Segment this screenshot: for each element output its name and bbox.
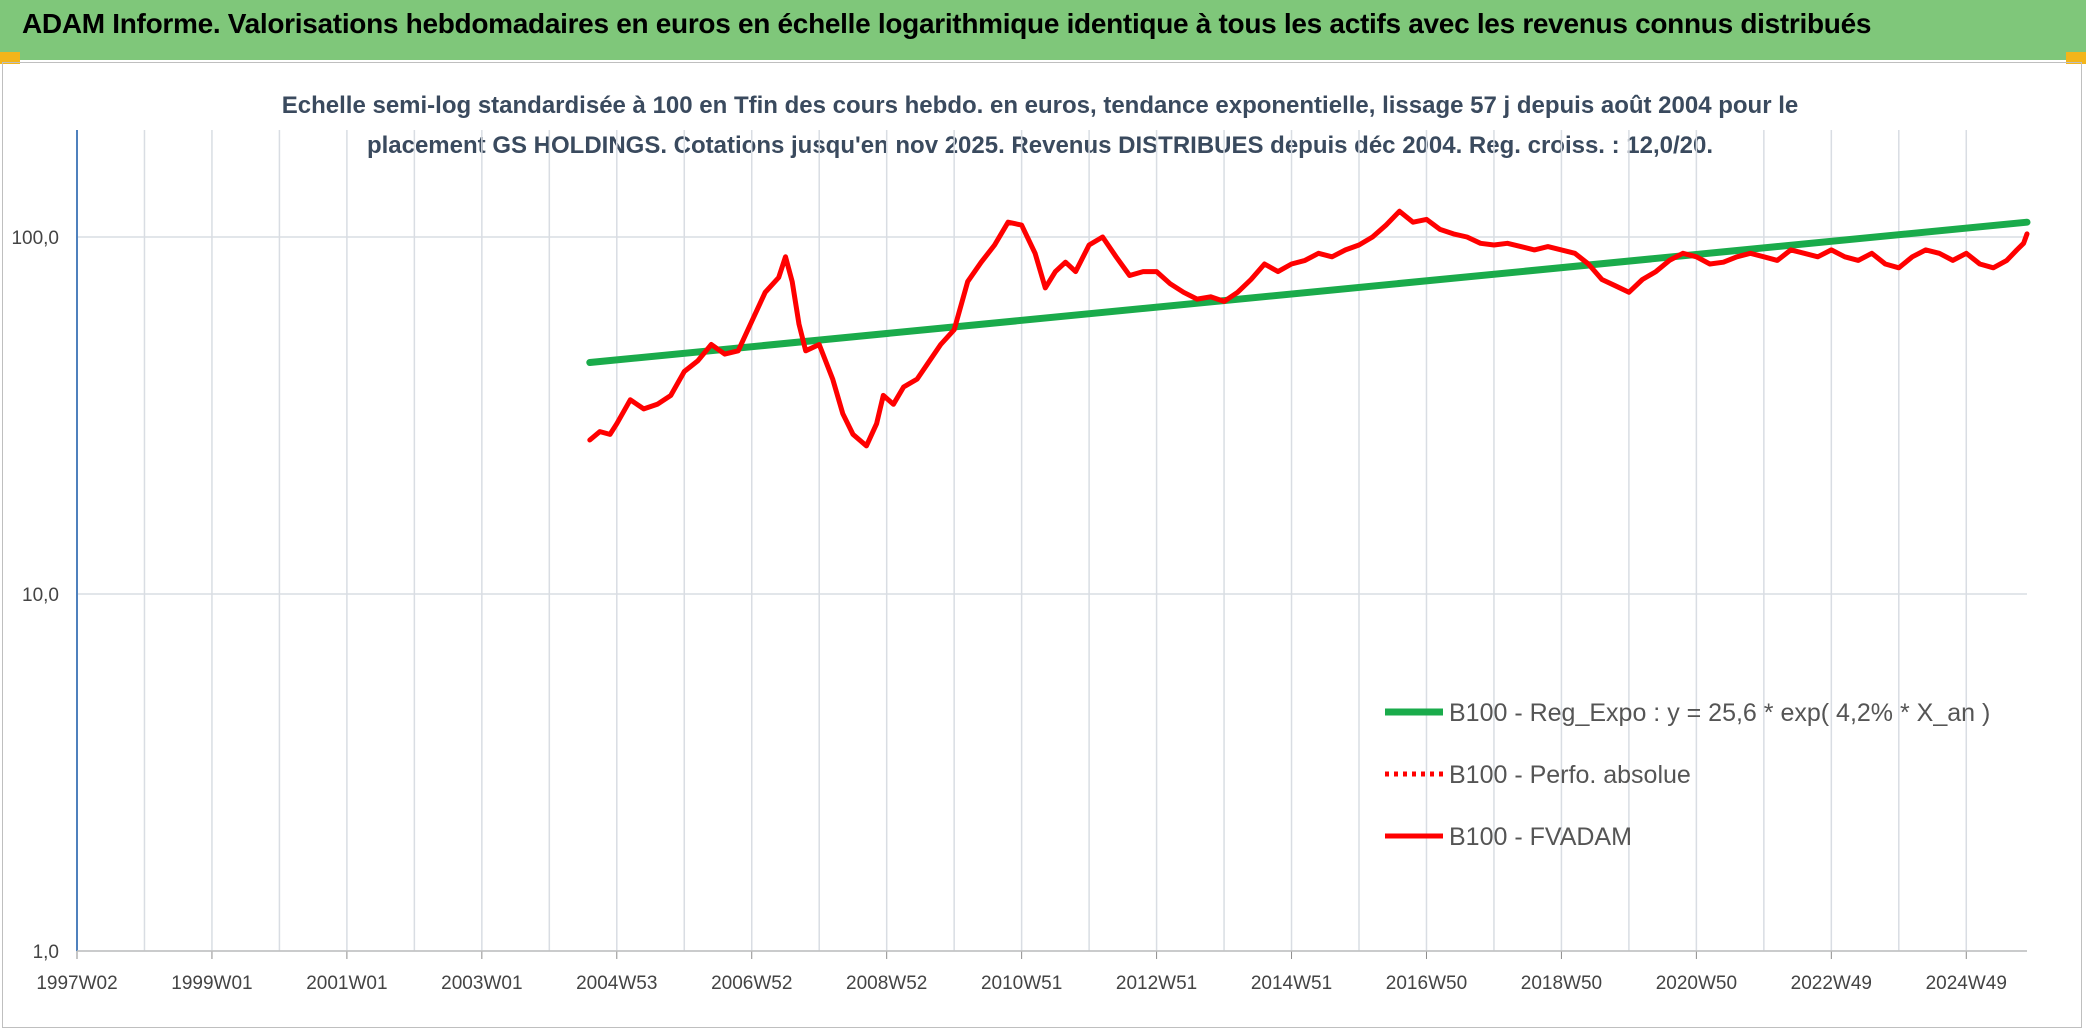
x-tick-label: 2022W49 <box>1791 973 1872 994</box>
x-tick-label: 2018W50 <box>1521 973 1602 994</box>
corner-marker-left <box>0 52 20 64</box>
legend-label: B100 - FVADAM <box>1449 823 1632 851</box>
page-title: ADAM Informe. Valorisations hebdomadaire… <box>22 8 1872 39</box>
x-tick-label: 2006W52 <box>711 973 792 994</box>
price-line-series <box>587 208 2030 449</box>
y-tick-label: 100,0 <box>11 228 59 249</box>
series-layer <box>586 208 2031 449</box>
x-tick-label: 2020W50 <box>1656 973 1737 994</box>
y-tick-label: 1,0 <box>33 942 59 963</box>
chart-subtitle-line-1: Echelle semi-log standardisée à 100 en T… <box>281 92 1799 119</box>
x-tick-label: 2008W52 <box>846 973 927 994</box>
x-tick-label: 2004W53 <box>576 973 657 994</box>
x-tick-label: 2016W50 <box>1386 973 1467 994</box>
chart-subtitle-line-2: placement GS HOLDINGS. Cotations jusqu'e… <box>366 132 1714 159</box>
trend-line-series <box>586 218 2031 366</box>
x-tick-label: 1999W01 <box>171 973 252 994</box>
x-tick-label: 2003W01 <box>441 973 522 994</box>
x-tick-label: 2010W51 <box>981 973 1062 994</box>
legend-label: B100 - Reg_Expo : y = 25,6 * exp( 4,2% *… <box>1449 699 1990 727</box>
chart-frame <box>2 62 2082 1028</box>
legend-label: B100 - Perfo. absolue <box>1449 761 1691 789</box>
header-bar: ADAM Informe. Valorisations hebdomadaire… <box>0 0 2086 60</box>
x-tick-label: 1997W02 <box>36 973 117 994</box>
corner-marker-right <box>2066 52 2086 64</box>
chart-subtitle: Echelle semi-log standardisée à 100 en T… <box>160 86 1920 166</box>
x-tick-label: 2012W51 <box>1116 973 1197 994</box>
x-tick-label: 2024W49 <box>1926 973 2007 994</box>
legend: B100 - Reg_Expo : y = 25,6 * exp( 4,2% *… <box>1385 699 1990 851</box>
axis-layer: 1,0 10,0 100,0 1997W02 1999W01 2001W01 2003W01… <box>11 130 2027 994</box>
y-tick-label: 10,0 <box>22 585 59 606</box>
x-tick-label: 2014W51 <box>1251 973 1332 994</box>
x-tick-label: 2001W01 <box>306 973 387 994</box>
